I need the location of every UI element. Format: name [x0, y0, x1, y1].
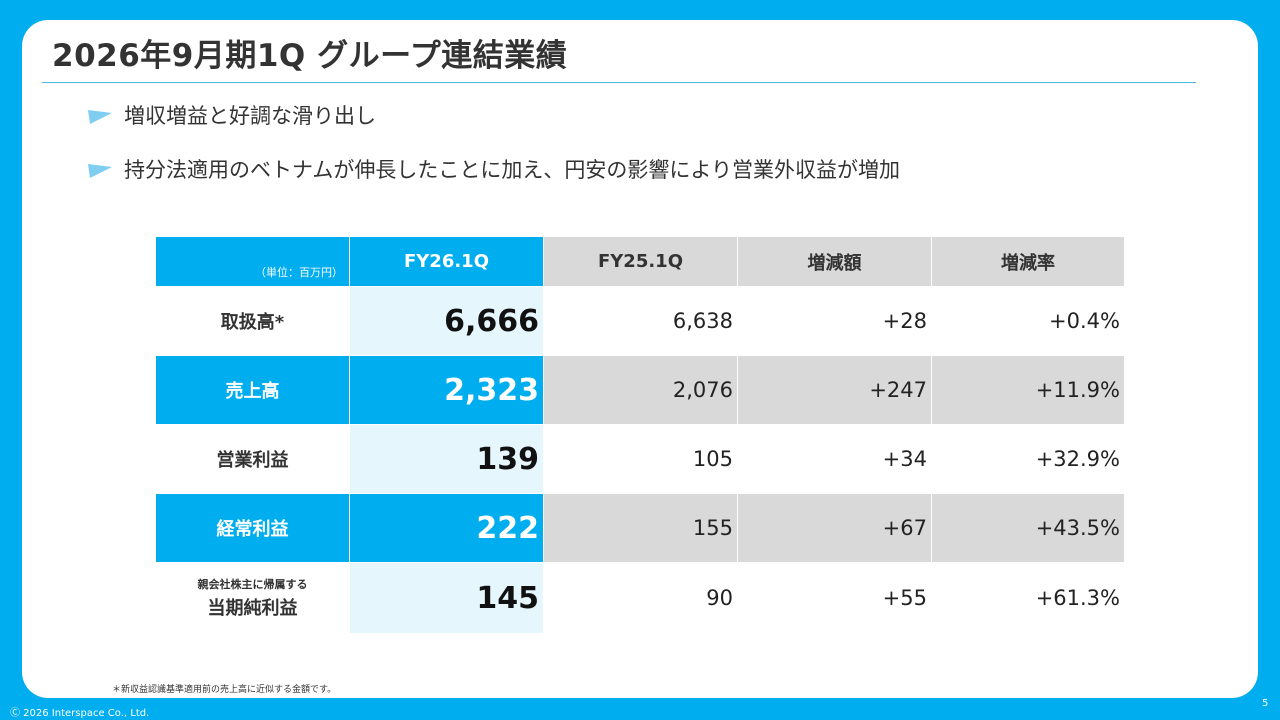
cell-previous: 6,638: [544, 287, 737, 355]
cell-change-rate: +11.9%: [932, 356, 1124, 424]
bullet-item-2: 持分法適用のベトナムが伸長したことに加え、円安の影響により営業外収益が増加: [86, 154, 900, 184]
row-label-net-income-prefix: 親会社株主に帰属する: [197, 578, 308, 591]
cell-change-rate: +43.5%: [932, 494, 1124, 562]
copyright: Ⓒ 2026 Interspace Co., Ltd.: [10, 708, 150, 719]
cell-current: 6,666: [350, 287, 543, 355]
row-label-net-income-main: 当期純利益: [207, 598, 298, 619]
row-label-net-income: 親会社株主に帰属する 当期純利益: [156, 563, 349, 633]
row-label-ordinary-profit: 経常利益: [156, 494, 349, 562]
cell-previous: 2,076: [544, 356, 737, 424]
cell-current: 145: [350, 563, 543, 633]
header-fy26-1q: FY26.1Q: [350, 237, 543, 286]
page-number: 5: [1262, 698, 1269, 709]
bullet-text-1: 増収増益と好調な滑り出し: [124, 104, 376, 128]
cell-previous: 90: [544, 563, 737, 633]
footnote: ＊新収益認識基準適用前の売上高に近似する金額です。: [112, 685, 337, 695]
slide-title: 2026年9月期1Q グループ連結業績: [52, 38, 568, 74]
cell-change-amount: +67: [738, 494, 931, 562]
cell-change-rate: +32.9%: [932, 425, 1124, 493]
cell-change-amount: +247: [738, 356, 931, 424]
unit-label: （単位：百万円）: [156, 237, 349, 286]
row-label-transaction-volume: 取扱高*: [156, 287, 349, 355]
cell-previous: 105: [544, 425, 737, 493]
row-label-operating-profit: 営業利益: [156, 425, 349, 493]
row-label-net-sales: 売上高: [156, 356, 349, 424]
cell-current: 2,323: [350, 356, 543, 424]
header-change-rate: 増減率: [932, 237, 1124, 286]
cell-change-amount: +55: [738, 563, 931, 633]
cell-previous: 155: [544, 494, 737, 562]
title-divider: [42, 82, 1196, 83]
cell-current: 222: [350, 494, 543, 562]
cell-change-rate: +61.3%: [932, 563, 1124, 633]
header-change-amount: 増減額: [738, 237, 931, 286]
arrow-bullet-icon: [88, 110, 112, 124]
cell-change-amount: +28: [738, 287, 931, 355]
cell-change-amount: +34: [738, 425, 931, 493]
arrow-bullet-icon: [88, 164, 112, 178]
bullet-item-1: 増収増益と好調な滑り出し: [86, 100, 376, 130]
cell-current: 139: [350, 425, 543, 493]
header-fy25-1q: FY25.1Q: [544, 237, 737, 286]
cell-change-rate: +0.4%: [932, 287, 1124, 355]
bullet-text-2: 持分法適用のベトナムが伸長したことに加え、円安の影響により営業外収益が増加: [124, 158, 900, 182]
